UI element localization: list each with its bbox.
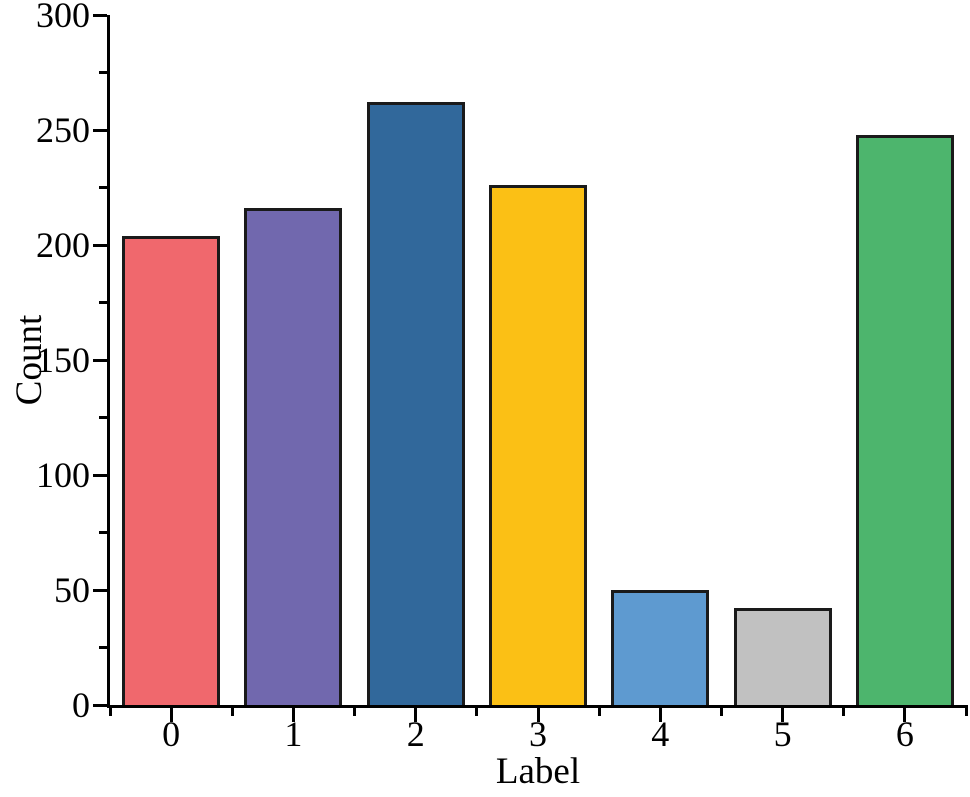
x-major-tick — [169, 705, 173, 722]
bar-category-1 — [244, 208, 343, 705]
x-axis-title: Label — [495, 751, 581, 792]
y-major-tick — [93, 243, 107, 247]
x-minor-tick — [475, 705, 479, 716]
x-tick-label: 0 — [162, 714, 181, 754]
y-tick-label: 200 — [36, 225, 90, 265]
x-minor-tick — [230, 705, 234, 716]
x-minor-tick — [597, 705, 601, 716]
y-tick-label: 50 — [54, 570, 90, 610]
bar-category-6 — [855, 134, 954, 705]
plot-area — [93, 13, 968, 722]
x-tick-label: 6 — [895, 714, 914, 754]
x-tick-label: 1 — [284, 714, 303, 754]
x-major-tick — [781, 705, 785, 722]
x-major-tick — [414, 705, 418, 722]
bar-category-3 — [489, 185, 587, 705]
x-minor-tick — [108, 705, 112, 716]
x-major-tick — [536, 705, 540, 722]
bar-category-5 — [733, 608, 832, 705]
x-tick-label: 4 — [651, 714, 670, 754]
y-major-tick — [93, 358, 107, 362]
x-major-tick — [658, 705, 662, 722]
x-minor-tick — [719, 705, 723, 716]
y-tick-label: 150 — [36, 340, 90, 380]
bar-category-2 — [366, 102, 465, 705]
y-minor-tick — [99, 71, 107, 74]
bar-category-0 — [122, 235, 221, 705]
x-major-tick — [903, 705, 907, 722]
y-minor-tick — [99, 646, 107, 649]
y-minor-tick — [99, 186, 107, 189]
x-minor-tick — [842, 705, 846, 716]
y-tick-label: 300 — [36, 0, 90, 35]
y-major-tick — [93, 473, 107, 477]
y-major-tick — [93, 703, 107, 707]
y-major-tick — [93, 13, 107, 17]
y-tick-label: 100 — [36, 455, 90, 495]
y-axis-title: Count — [9, 314, 50, 406]
y-tick-label: 250 — [36, 110, 90, 150]
x-tick-label: 5 — [773, 714, 792, 754]
y-tick-label: 0 — [72, 685, 90, 725]
y-minor-tick — [99, 531, 107, 534]
y-major-tick — [93, 588, 107, 592]
y-minor-tick — [99, 416, 107, 419]
x-major-tick — [291, 705, 295, 722]
y-minor-tick — [99, 301, 107, 304]
bar-category-4 — [611, 590, 710, 705]
x-tick-label: 2 — [406, 714, 425, 754]
x-tick-label: 3 — [529, 714, 547, 754]
y-major-tick — [93, 128, 107, 132]
x-minor-tick — [964, 705, 968, 716]
x-minor-tick — [353, 705, 357, 716]
